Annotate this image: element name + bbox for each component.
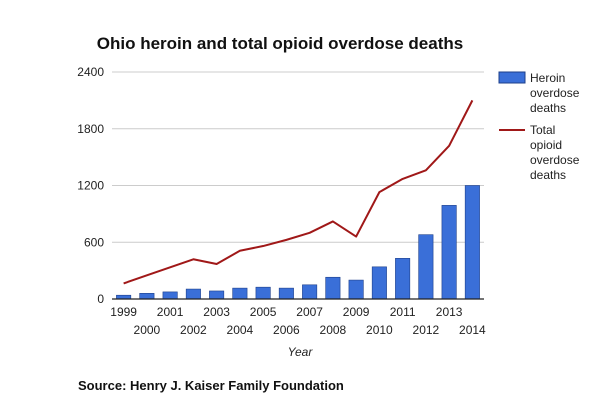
legend-text-line: Heroin bbox=[530, 71, 565, 85]
bar-2008 bbox=[325, 276, 341, 300]
bar-2009 bbox=[348, 279, 364, 300]
bar-2013 bbox=[441, 205, 457, 300]
legend-swatch-heroin bbox=[498, 71, 526, 84]
x-tick-label: 2011 bbox=[390, 305, 416, 319]
bar-2012 bbox=[418, 234, 434, 300]
x-tick-label: 2000 bbox=[134, 323, 161, 337]
y-tick-label: 0 bbox=[97, 292, 104, 306]
total-opioid-line bbox=[123, 99, 474, 285]
x-tick-label: 2013 bbox=[436, 305, 463, 319]
legend-text-line: overdose bbox=[530, 86, 580, 100]
chart-title: Ohio heroin and total opioid overdose de… bbox=[97, 34, 463, 53]
x-tick-label: 2002 bbox=[180, 323, 207, 337]
bar-2007 bbox=[302, 284, 318, 300]
x-tick-label: 2012 bbox=[413, 323, 440, 337]
heroin-bars bbox=[116, 185, 480, 300]
y-axis-ticks: 0 600 1200 1800 2400 bbox=[77, 65, 104, 306]
x-tick-label: 2004 bbox=[227, 323, 254, 337]
bar-2001 bbox=[162, 291, 178, 300]
legend-text-line: deaths bbox=[530, 101, 566, 115]
y-tick-label: 1800 bbox=[77, 122, 104, 136]
total-opioid-series-line bbox=[123, 99, 474, 285]
y-tick-label: 600 bbox=[84, 235, 104, 249]
x-tick-label: 2008 bbox=[320, 323, 347, 337]
legend-text-line: overdose bbox=[530, 153, 580, 167]
x-tick-label: 2014 bbox=[459, 323, 486, 337]
x-tick-label: 2005 bbox=[250, 305, 277, 319]
bar-2003 bbox=[209, 290, 225, 300]
x-axis-title: Year bbox=[288, 345, 314, 359]
bar-2005 bbox=[255, 286, 271, 300]
bar-2006 bbox=[278, 287, 294, 300]
gridlines bbox=[112, 71, 484, 243]
bar-2004 bbox=[232, 287, 248, 300]
x-tick-label: 2009 bbox=[343, 305, 370, 319]
x-tick-label: 2010 bbox=[366, 323, 393, 337]
legend-text-line: opioid bbox=[530, 138, 562, 152]
bar-2011 bbox=[395, 258, 411, 300]
x-tick-label: 2007 bbox=[296, 305, 323, 319]
x-tick-label: 2006 bbox=[273, 323, 300, 337]
y-tick-label: 1200 bbox=[77, 179, 104, 193]
x-axis-ticks: 1999 2000 2001 2002 2003 2004 2005 2006 2007 2008… bbox=[110, 305, 486, 337]
x-tick-label: 2001 bbox=[157, 305, 184, 319]
bar-2000 bbox=[139, 293, 155, 300]
bar-2010 bbox=[371, 266, 387, 300]
bar-2014 bbox=[464, 185, 480, 300]
bar-2002 bbox=[185, 288, 201, 300]
x-tick-label: 2003 bbox=[203, 305, 230, 319]
x-tick-label: 1999 bbox=[110, 305, 137, 319]
y-tick-label: 2400 bbox=[77, 65, 104, 79]
legend-text-line: Total bbox=[530, 123, 555, 137]
legend-text-line: deaths bbox=[530, 168, 566, 182]
source-note: Source: Henry J. Kaiser Family Foundatio… bbox=[78, 378, 344, 393]
